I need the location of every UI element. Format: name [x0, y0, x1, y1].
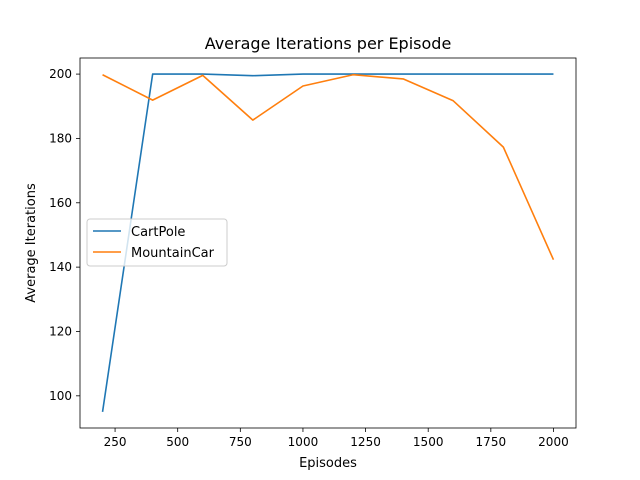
legend-label-mountaincar: MountainCar [131, 246, 215, 261]
legend-label-cartpole: CartPole [131, 225, 185, 240]
x-tick-label: 2000 [538, 435, 569, 449]
x-tick-label: 750 [229, 435, 252, 449]
x-tick-label: 500 [166, 435, 189, 449]
y-tick-label: 180 [49, 131, 72, 145]
x-tick-label: 1250 [350, 435, 381, 449]
chart-title: Average Iterations per Episode [205, 34, 452, 53]
x-tick-label: 1000 [288, 435, 319, 449]
y-tick-label: 200 [49, 67, 72, 81]
y-axis-label: Average Iterations [24, 183, 39, 303]
y-tick-label: 120 [49, 324, 72, 338]
y-tick-label: 140 [49, 260, 72, 274]
y-tick-label: 160 [49, 196, 72, 210]
x-tick-label: 1500 [413, 435, 444, 449]
x-tick-label: 250 [104, 435, 127, 449]
x-tick-label: 1750 [476, 435, 507, 449]
y-tick-label: 100 [49, 389, 72, 403]
x-axis-label: Episodes [299, 456, 357, 471]
legend: CartPole MountainCar [87, 219, 227, 266]
